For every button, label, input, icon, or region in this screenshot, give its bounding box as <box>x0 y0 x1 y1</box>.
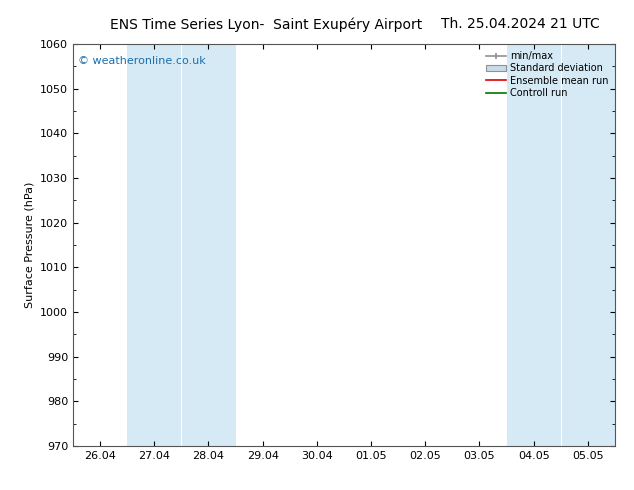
Bar <box>561 44 615 446</box>
Bar <box>507 44 561 446</box>
Bar <box>615 44 634 446</box>
Bar <box>615 44 634 446</box>
Legend: min/max, Standard deviation, Ensemble mean run, Controll run: min/max, Standard deviation, Ensemble me… <box>482 47 612 102</box>
Y-axis label: Surface Pressure (hPa): Surface Pressure (hPa) <box>24 182 34 308</box>
Bar <box>127 44 236 446</box>
Bar <box>127 44 181 446</box>
Text: Th. 25.04.2024 21 UTC: Th. 25.04.2024 21 UTC <box>441 17 599 31</box>
Text: ENS Time Series Lyon-  Saint Exupéry Airport: ENS Time Series Lyon- Saint Exupéry Airp… <box>110 17 422 32</box>
Bar <box>181 44 236 446</box>
Bar <box>507 44 615 446</box>
Text: © weatheronline.co.uk: © weatheronline.co.uk <box>79 56 206 66</box>
